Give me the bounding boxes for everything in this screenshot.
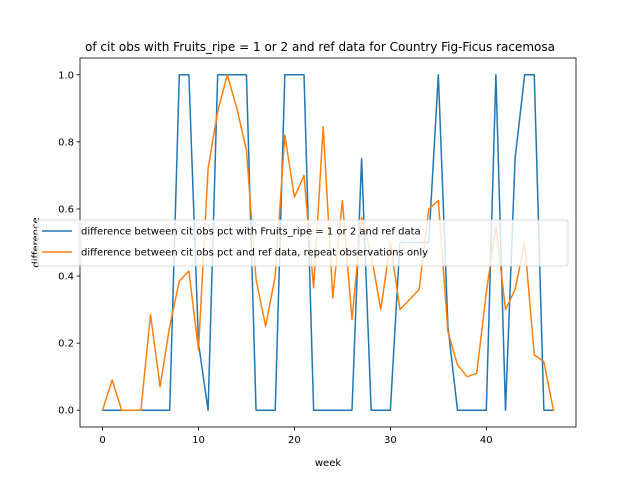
y-tick-label: 1.0 — [58, 70, 74, 81]
y-axis: 0.0 0.2 0.4 0.6 0.8 1.0 — [58, 70, 80, 417]
y-tick-label: 0.8 — [58, 137, 74, 148]
chart-title: of cit obs with Fruits_ripe = 1 or 2 and… — [85, 40, 555, 54]
y-tick-label: 0.0 — [58, 406, 74, 417]
plot-area — [101, 74, 555, 412]
legend: difference between cit obs pct with Frui… — [36, 219, 569, 267]
x-tick-label: 10 — [192, 435, 205, 446]
legend-label-1: difference between cit obs pct with Frui… — [81, 227, 421, 238]
y-tick-label: 0.4 — [58, 272, 74, 283]
y-axis-label: difference — [31, 217, 42, 267]
x-axis-label: week — [315, 458, 341, 469]
legend-box — [36, 219, 569, 267]
x-tick-label: 20 — [288, 435, 301, 446]
x-tick-label: 40 — [480, 435, 493, 446]
y-tick-label: 0.6 — [58, 204, 74, 215]
y-tick-label: 0.2 — [58, 339, 74, 350]
x-tick-label: 30 — [384, 435, 397, 446]
legend-label-2: difference between cit obs pct and ref d… — [81, 248, 428, 259]
x-axis: 0 10 20 30 40 — [99, 427, 493, 446]
series-line-2 — [101, 74, 555, 412]
series-line-1 — [101, 74, 555, 411]
x-tick-label: 0 — [99, 435, 105, 446]
